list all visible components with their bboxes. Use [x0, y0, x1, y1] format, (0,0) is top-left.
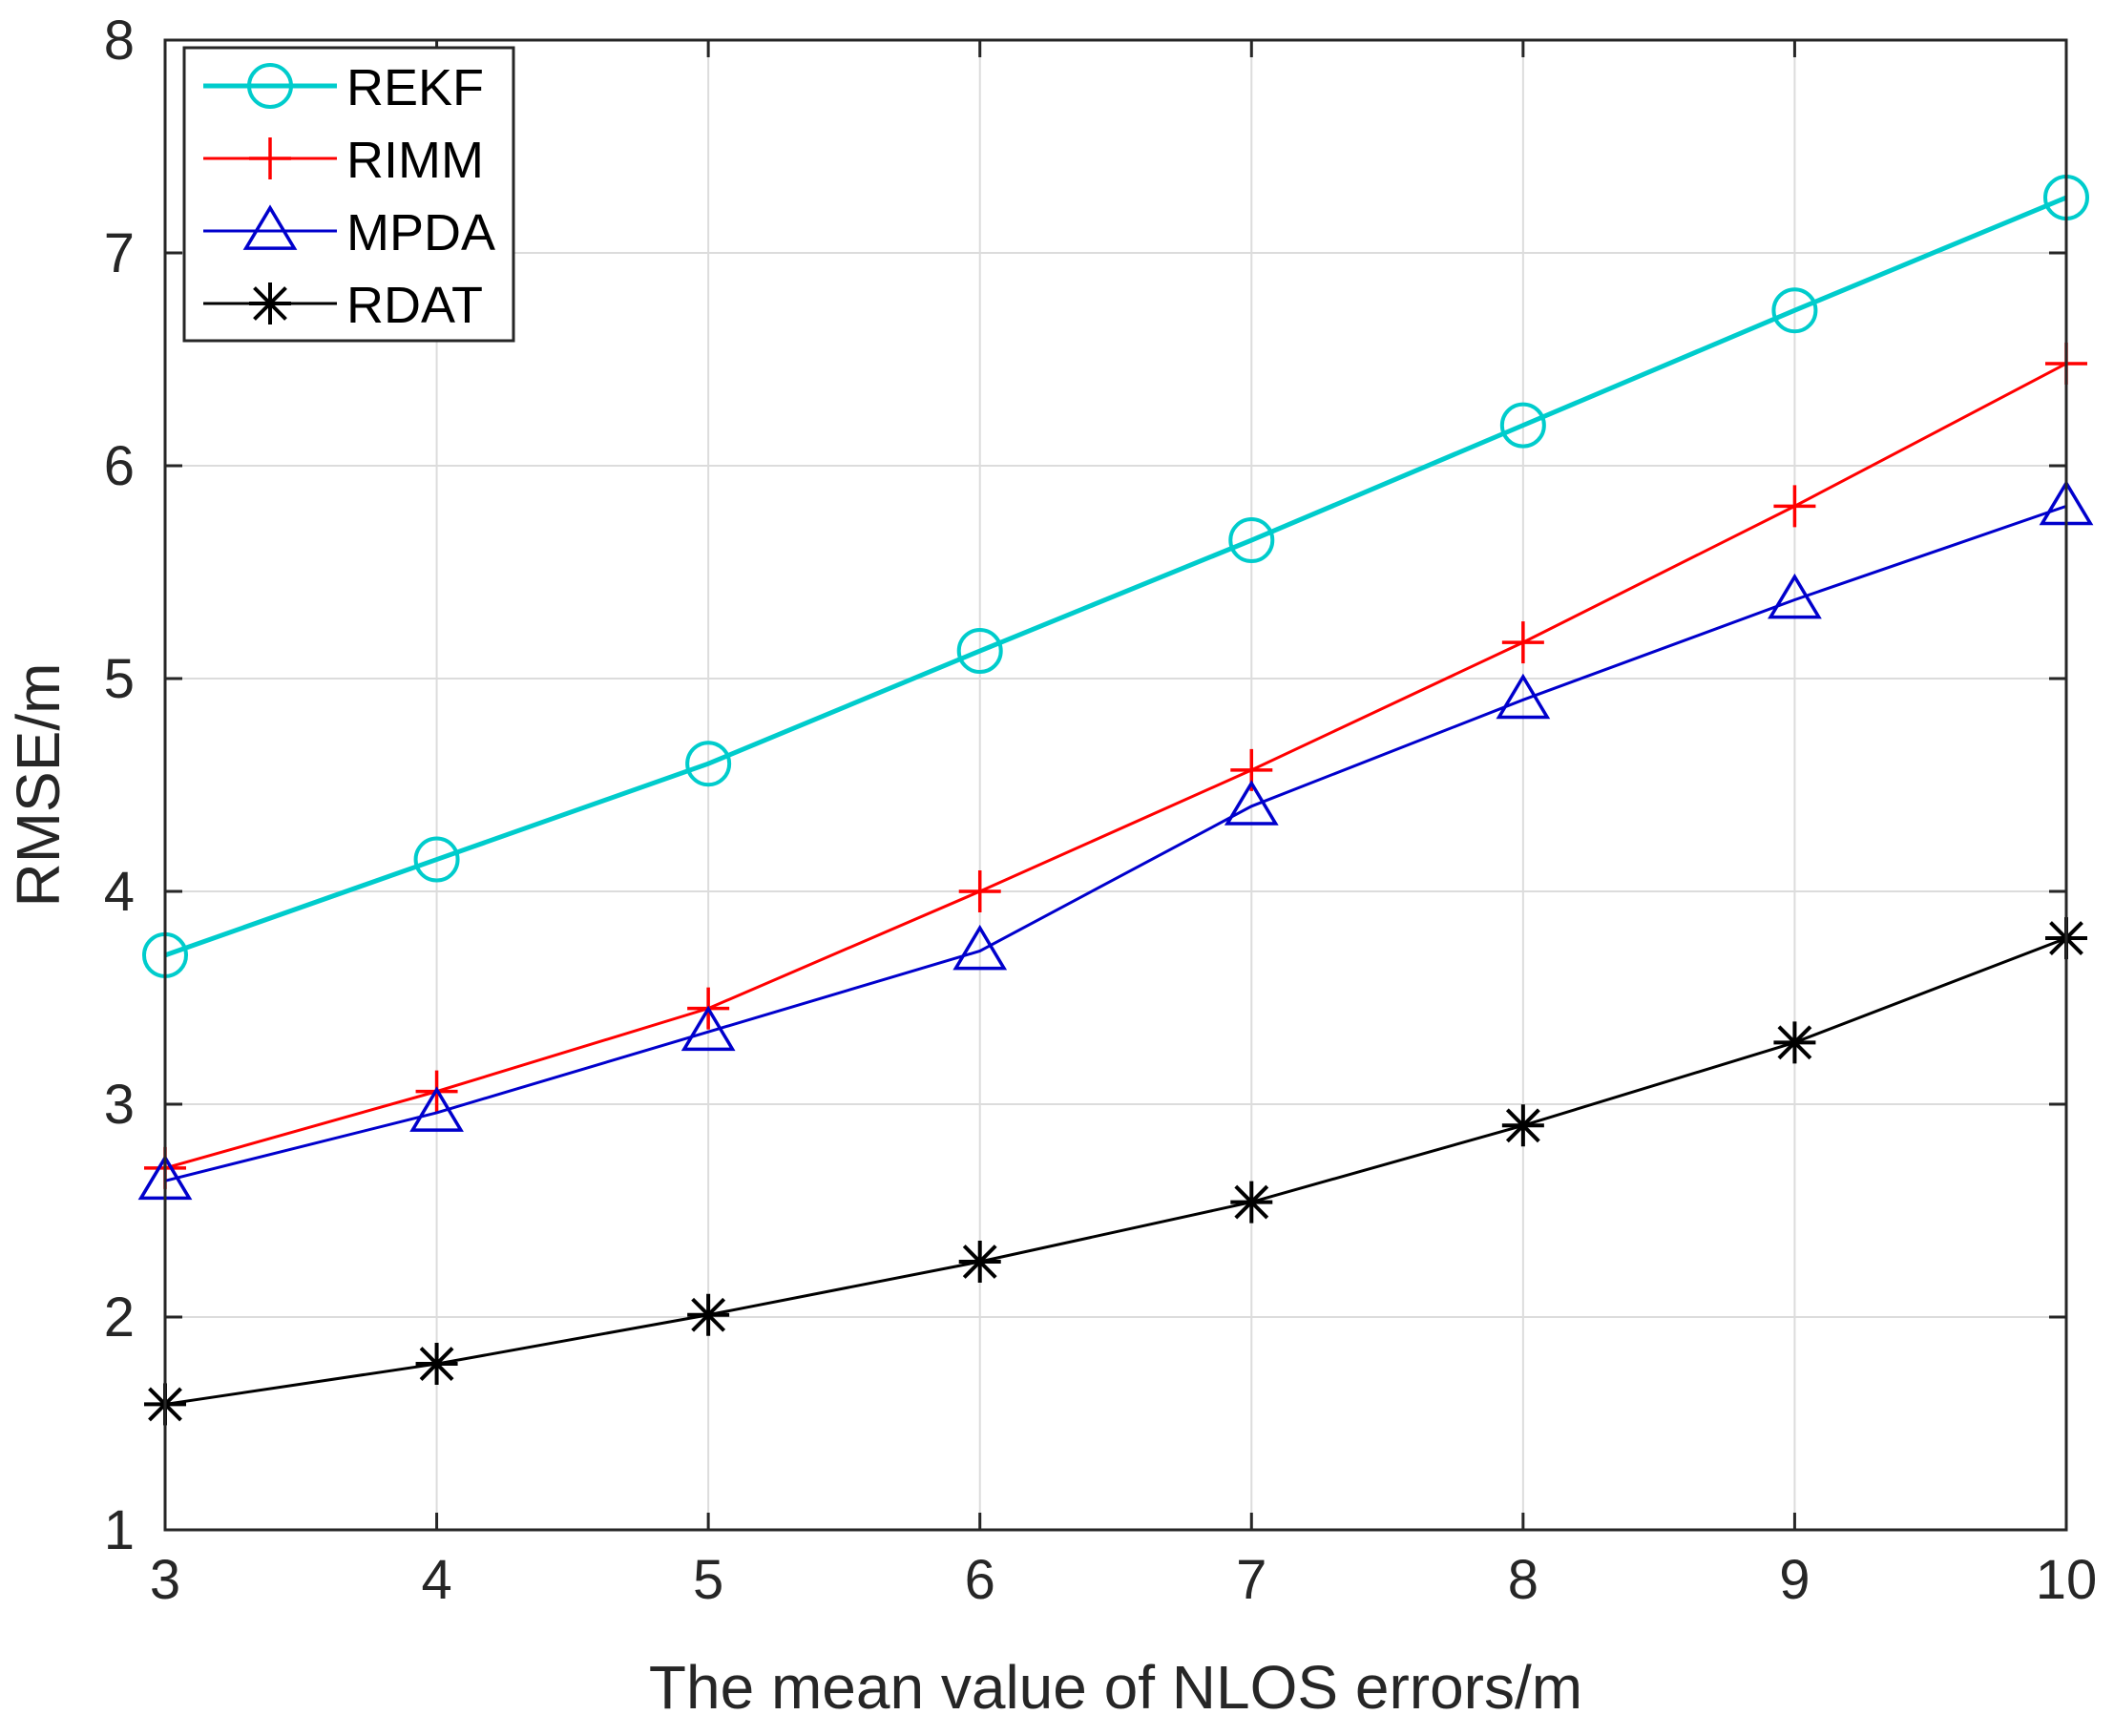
series-group	[137, 175, 2094, 1426]
x-tick-label: 4	[421, 1549, 451, 1611]
series-line-rdat	[164, 936, 2067, 1406]
y-tick-label: 3	[104, 1074, 135, 1136]
data-point-mpda	[1496, 673, 1551, 720]
legend-box	[182, 46, 515, 343]
legend-marker-rdat	[249, 282, 291, 324]
data-point-rdat	[687, 1293, 730, 1336]
legend-label: RDAT	[346, 277, 483, 334]
data-point-mpda	[952, 924, 1008, 971]
x-tick-label: 6	[965, 1549, 995, 1611]
legend-item-rdat: RDAT	[203, 277, 483, 334]
x-tick-label: 5	[693, 1549, 723, 1611]
x-tick-label: 10	[2036, 1549, 2098, 1611]
x-axis-ticks: 3 4 5 6 7 8 9 10	[150, 40, 2097, 1611]
series-line-rekf	[164, 195, 2067, 958]
data-point-rdat	[958, 1241, 1001, 1284]
data-point-mpda	[680, 1005, 736, 1052]
x-tick-label: 8	[1508, 1549, 1538, 1611]
y-tick-label: 6	[104, 435, 135, 497]
series-line-rimm	[164, 362, 2067, 1170]
y-tick-label: 4	[104, 861, 135, 923]
data-point-mpda	[1224, 780, 1279, 826]
data-point-rdat	[1501, 1104, 1544, 1147]
y-axis-label: RMSE/m	[4, 663, 73, 908]
data-point-rdat	[415, 1343, 458, 1386]
data-point-rekf	[1499, 402, 1546, 449]
legend-label: REKF	[346, 59, 484, 116]
data-point-rekf	[956, 628, 1003, 675]
series-line-mpda	[164, 504, 2067, 1182]
y-tick-label: 7	[104, 222, 135, 284]
data-point-mpda	[409, 1086, 464, 1132]
y-tick-label: 1	[104, 1499, 135, 1561]
data-point-rimm	[1501, 621, 1544, 664]
legend: REKF RIMM MPDA RDAT	[182, 46, 515, 343]
data-point-rekf	[1771, 287, 1818, 334]
y-tick-label: 2	[104, 1286, 135, 1349]
legend-marker-rekf	[247, 63, 293, 109]
legend-item-rekf: REKF	[203, 59, 484, 116]
y-tick-label: 5	[104, 648, 135, 710]
legend-marker-rimm	[249, 137, 291, 179]
data-point-rdat	[1773, 1021, 1816, 1064]
data-point-mpda	[1768, 573, 1822, 619]
y-axis-ticks: 1 2 3 4 5 6 7 8	[104, 10, 2066, 1561]
legend-item-rimm: RIMM	[203, 132, 484, 189]
series-mpda	[137, 479, 2094, 1201]
y-tick-label: 8	[104, 10, 135, 72]
data-point-rimm	[958, 870, 1001, 912]
x-tick-label: 9	[1779, 1549, 1810, 1611]
x-axis-label: The mean value of NLOS errors/m	[649, 1653, 1582, 1722]
plot-frame	[163, 38, 2068, 1532]
legend-label: RIMM	[346, 132, 484, 189]
legend-item-mpda: MPDA	[203, 204, 495, 261]
x-tick-label: 3	[150, 1549, 180, 1611]
legend-label: MPDA	[346, 204, 495, 261]
data-point-rimm	[1773, 485, 1816, 528]
x-tick-label: 7	[1236, 1549, 1266, 1611]
data-point-rdat	[1230, 1181, 1273, 1224]
data-point-rekf	[413, 836, 460, 883]
data-point-rekf	[1228, 517, 1275, 564]
legend-marker-mpda	[242, 204, 298, 250]
data-point-rekf	[685, 741, 732, 787]
